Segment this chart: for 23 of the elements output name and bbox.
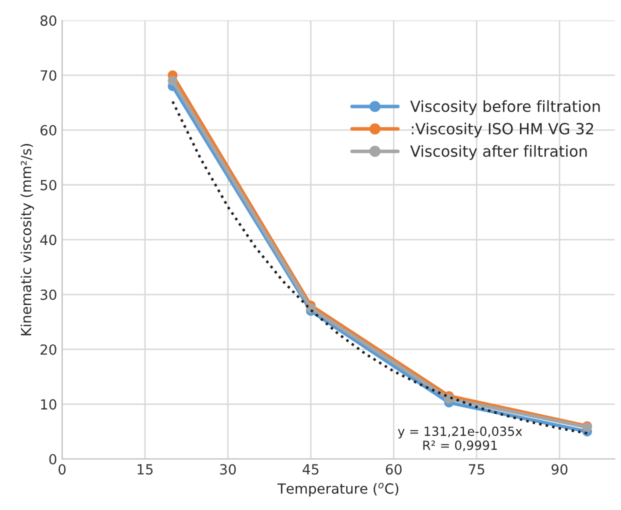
legend-label: :Viscosity ISO HM VG 32 [412, 122, 594, 138]
y-tick-label: 50 [40, 180, 56, 190]
y-tick-label: 80 [40, 15, 56, 26]
x-tick-label: 0 [58, 464, 66, 475]
x-tick-label: 30 [220, 464, 236, 475]
y-tick-label: 70 [40, 70, 56, 81]
y-tick-label: 20 [40, 344, 56, 355]
y-tick-label: 60 [40, 125, 56, 136]
x-axis-title: Temperature ($^{o}$C) [277, 482, 398, 497]
legend-label: Viscosity before filtration [410, 100, 600, 116]
annotation: y = 131,21e-0,035x R² = 0,9991 [398, 426, 522, 452]
legend-label: Viscosity after filtration [410, 145, 587, 160]
x-tick-label: 90 [552, 464, 568, 475]
x-tick-label: 45 [302, 464, 318, 475]
y-axis-title: Kinematic viscosity (mm²/s) [20, 144, 34, 336]
x-tick-label: 60 [386, 464, 402, 475]
y-tick-label: 30 [40, 289, 56, 300]
y-tick-label: 10 [41, 399, 56, 410]
x-tick-label: 15 [138, 464, 153, 475]
point [168, 76, 178, 86]
y-tick-label: 0 [49, 454, 56, 464]
y-tick-label: 40 [40, 234, 56, 246]
x-tick-label: 75 [468, 464, 484, 475]
